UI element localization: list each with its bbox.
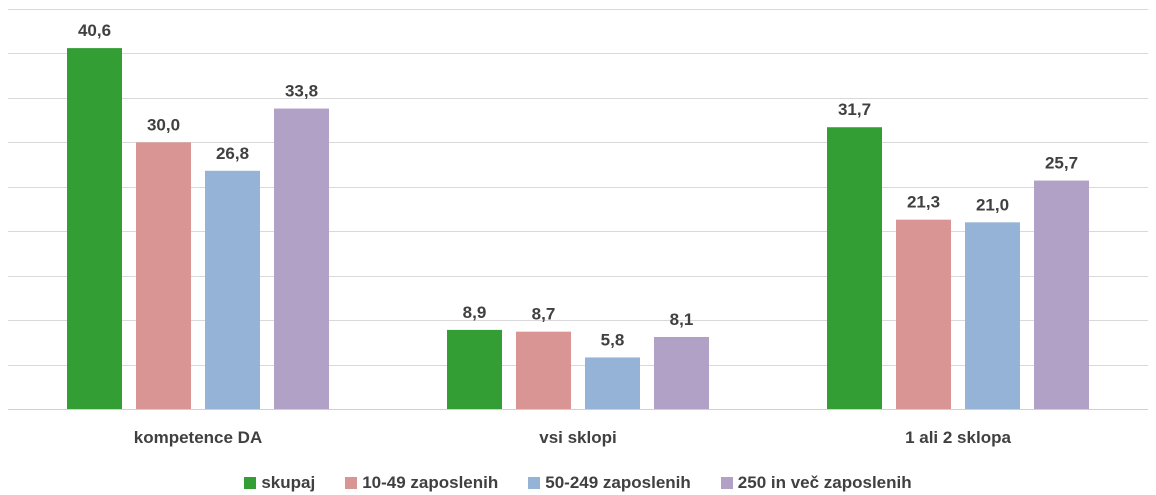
data-label: 25,7	[1045, 154, 1078, 173]
bar	[205, 170, 260, 409]
data-label: 8,7	[532, 305, 556, 324]
legend-label: 250 in več zaposlenih	[737, 473, 912, 492]
bar	[447, 329, 502, 409]
legend-swatch	[720, 477, 733, 489]
legend-label: skupaj	[261, 473, 316, 492]
bar	[516, 331, 571, 409]
data-label: 8,9	[463, 303, 487, 322]
bar	[896, 219, 951, 409]
bar	[827, 127, 882, 409]
data-label: 31,7	[838, 100, 871, 119]
bar	[67, 48, 122, 409]
bar	[585, 357, 640, 409]
data-label: 33,8	[285, 82, 318, 101]
data-label: 40,6	[78, 21, 111, 40]
legend: skupaj 10-49 zaposlenih 50-249 zaposlenih 2…	[0, 472, 1156, 494]
legend-swatch	[244, 477, 257, 489]
category-label: kompetence DA	[134, 428, 262, 447]
legend-item: 250 in več zaposlenih	[720, 473, 912, 493]
data-label: 30,0	[147, 115, 180, 134]
category-labels: kompetence DA vsi sklopi 1 ali 2 sklopa	[134, 428, 1012, 447]
data-label: 5,8	[601, 330, 625, 349]
gridlines	[8, 9, 1148, 410]
legend-item: skupaj	[244, 473, 315, 493]
bar	[1034, 180, 1089, 409]
bar	[654, 337, 709, 409]
bars	[67, 48, 1089, 410]
data-label: 21,0	[976, 195, 1009, 214]
bar	[965, 222, 1020, 409]
category-label: 1 ali 2 sklopa	[905, 428, 1011, 447]
data-label: 26,8	[216, 144, 249, 163]
data-label: 8,1	[670, 310, 694, 329]
legend-swatch	[528, 477, 541, 489]
legend-label: 50-249 zaposlenih	[545, 473, 691, 492]
bar	[274, 108, 329, 410]
legend-label: 10-49 zaposlenih	[362, 473, 499, 492]
category-label: vsi sklopi	[539, 428, 616, 447]
legend-swatch	[345, 477, 358, 489]
bar	[136, 142, 191, 410]
legend-item: 10-49 zaposlenih	[345, 473, 498, 493]
legend-item: 50-249 zaposlenih	[528, 473, 691, 493]
data-label: 21,3	[907, 193, 940, 212]
value-labels: 40,6 30,0 26,8 33,8 8,9 8,7 5,8 8,1 31,7 21,3 21,0…	[78, 21, 1078, 349]
